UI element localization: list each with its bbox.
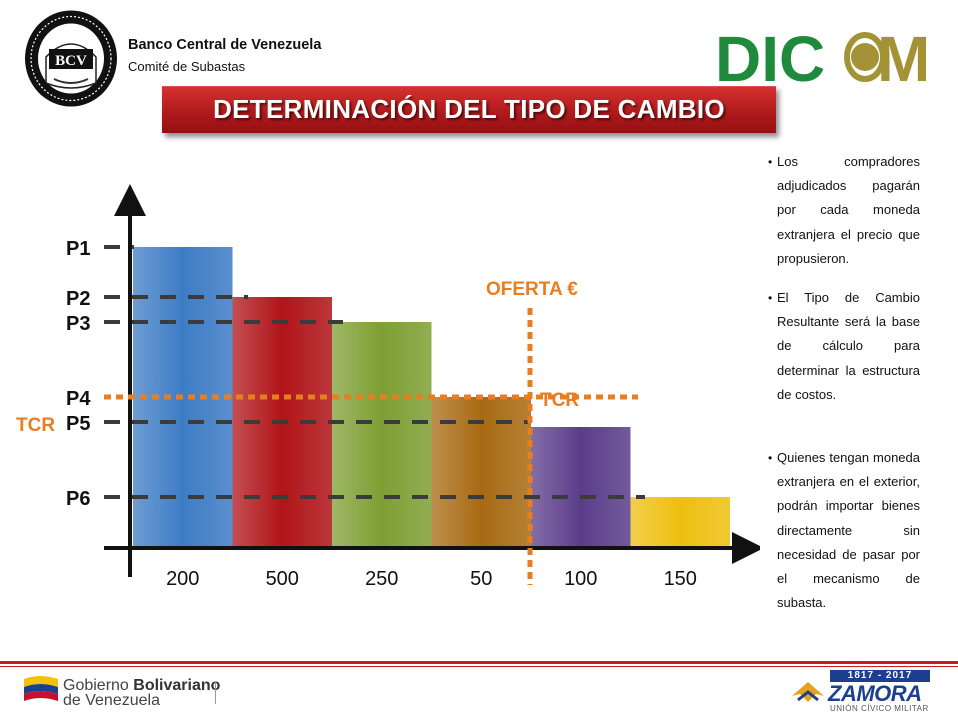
footer-separator (215, 682, 216, 704)
dicom-logo: DIC M (715, 27, 930, 85)
venezuela-flag-icon (24, 676, 58, 701)
zamora-name: ZAMORA (828, 681, 922, 706)
category-label: 500 (266, 568, 299, 590)
category-label: 250 (365, 568, 398, 590)
slide-title: DETERMINACIÓN DEL TIPO DE CAMBIO (213, 94, 725, 124)
bank-name: Banco Central de Venezuela (128, 37, 322, 53)
footer-divider-thin (0, 666, 958, 667)
zamora-emblem-icon (792, 682, 824, 702)
bar-100 (531, 427, 631, 547)
gob-line1b: Bolivariano (133, 677, 221, 694)
gobierno-logo-text: Gobierno Bolivariano de Venezuela (63, 677, 221, 709)
bar-50 (431, 397, 531, 547)
bullet-item: El Tipo de Cambio Resultante será la bas… (768, 286, 920, 407)
exchange-rate-chart: P1 P2 P3 P4 P5 P6 OFERTA € TCR TCR 200 500 250 50 100… (16, 184, 760, 590)
price-label-P5: P5 (66, 413, 90, 435)
bcv-logo: BCV (25, 10, 117, 107)
bcv-logo-text: BCV (55, 53, 87, 69)
price-label-P4: P4 (66, 388, 91, 410)
zamora-logo: 1817 - 2017 ZAMORA UNIÓN CÍVICO MILITAR (790, 670, 940, 714)
price-label-P2: P2 (66, 288, 90, 310)
slide-title-banner: DETERMINACIÓN DEL TIPO DE CAMBIO (162, 86, 776, 133)
tcr-left-label: TCR (16, 415, 55, 436)
zamora-years: 1817 - 2017 (830, 670, 930, 682)
zamora-subtitle: UNIÓN CÍVICO MILITAR (830, 704, 929, 713)
bullet-item: Quienes tengan moneda extranjera en el e… (768, 446, 920, 615)
category-label: 200 (166, 568, 199, 590)
bar-150 (630, 497, 730, 547)
offer-label: OFERTA € (486, 279, 578, 300)
price-label-P3: P3 (66, 313, 90, 335)
category-label: 100 (564, 568, 597, 590)
bar-250 (332, 322, 432, 547)
committee-name: Comité de Subastas (128, 59, 246, 74)
gob-line1a: Gobierno (63, 677, 134, 694)
price-label-P6: P6 (66, 488, 90, 510)
tcr-label: TCR (540, 390, 579, 411)
footer-divider (0, 661, 958, 664)
dicom-logo-left: DIC (715, 27, 825, 85)
dicom-logo-right: M (877, 27, 930, 85)
bullet-item: Los compradores adjudicados pagarán por … (768, 150, 920, 271)
gob-line2: de Venezuela (63, 692, 160, 709)
category-label: 50 (470, 568, 492, 590)
price-label-P1: P1 (66, 238, 90, 260)
category-label: 150 (664, 568, 697, 590)
